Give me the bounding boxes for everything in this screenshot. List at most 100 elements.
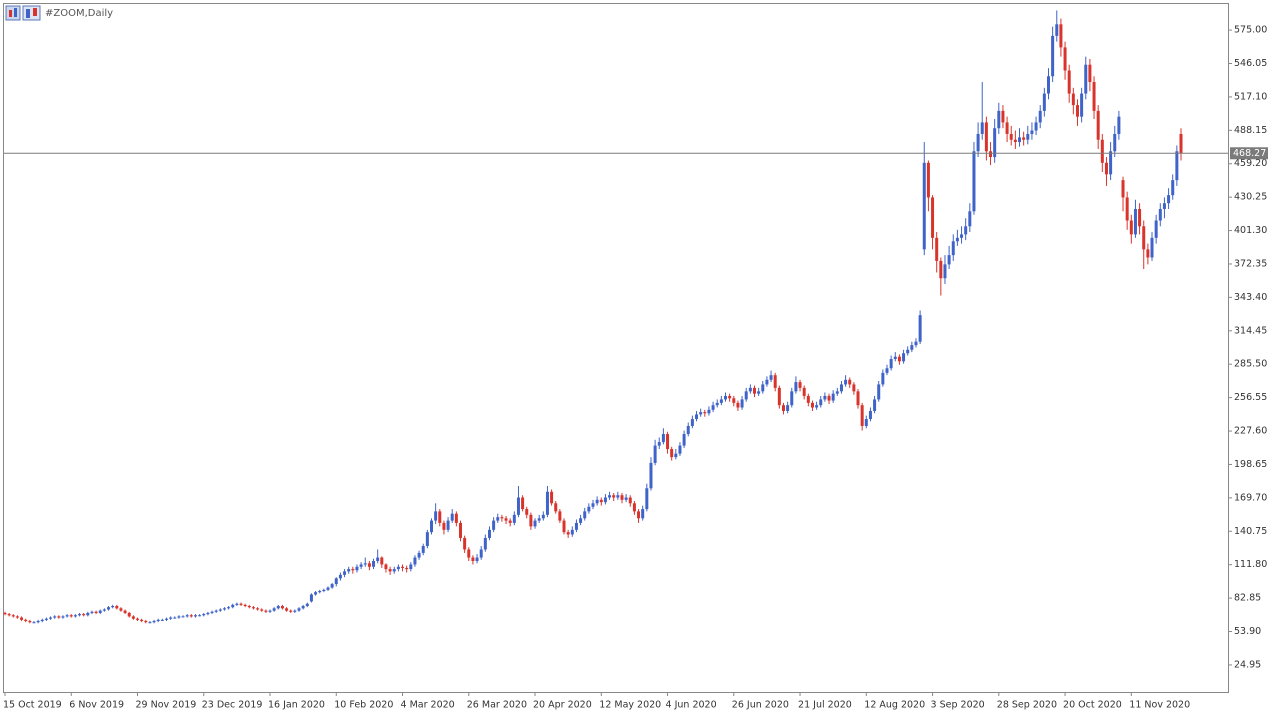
candle-body	[1071, 93, 1075, 106]
candle-body	[53, 616, 57, 618]
candle-body	[980, 122, 984, 134]
candle-body	[467, 549, 471, 558]
x-tick-label: 4 Jun 2020	[666, 700, 717, 711]
candle-body	[955, 237, 959, 242]
candle-body	[504, 518, 508, 521]
candle-body	[968, 211, 972, 227]
candle-body	[164, 618, 168, 620]
candle-body	[947, 255, 951, 265]
candle-body	[769, 375, 773, 380]
candle-body	[463, 537, 467, 550]
candle-body	[922, 162, 926, 250]
candle-body	[173, 617, 177, 619]
candle-body	[396, 566, 400, 570]
x-tick-label: 20 Apr 2020	[533, 700, 592, 711]
candle-body	[289, 610, 293, 612]
candle-body	[318, 591, 322, 593]
candle-body	[1125, 197, 1129, 221]
candle-body	[545, 491, 549, 515]
candle-body	[239, 603, 243, 605]
candle-body	[127, 612, 131, 617]
candle-body	[1154, 220, 1158, 238]
candle-body	[218, 609, 222, 611]
candle-body	[487, 529, 491, 538]
candle-body	[695, 414, 699, 420]
candle-body	[786, 405, 790, 411]
candle-body	[1138, 208, 1142, 227]
candle-body	[1146, 249, 1150, 258]
candle-body	[554, 503, 558, 512]
candle-body	[649, 462, 653, 489]
candle-body	[972, 151, 976, 212]
candle-body	[703, 412, 707, 414]
y-tick-label: 401.30	[1234, 225, 1267, 236]
candle-body	[430, 520, 434, 533]
chart-icon	[5, 5, 41, 21]
candle-body	[65, 615, 69, 617]
candle-body	[36, 621, 40, 623]
candle-body	[984, 122, 988, 152]
y-tick-label: 517.10	[1234, 91, 1267, 102]
candle-body	[541, 514, 545, 519]
candle-body	[86, 612, 90, 616]
candle-body	[666, 434, 670, 450]
candle-body	[471, 557, 475, 562]
candle-body	[914, 341, 918, 346]
candle-body	[587, 506, 591, 512]
candle-body	[1092, 82, 1096, 111]
candle-body	[123, 610, 127, 613]
candle-body	[500, 517, 504, 519]
candle-body	[752, 387, 756, 394]
x-tick-label: 28 Sep 2020	[997, 700, 1057, 711]
candle-body	[446, 520, 450, 530]
candle-body	[206, 612, 210, 615]
candle-body	[185, 615, 189, 617]
candle-body	[28, 621, 32, 623]
candle-body	[637, 511, 641, 519]
candle-body	[102, 609, 106, 611]
candle-body	[421, 545, 425, 553]
candle-body	[997, 110, 1001, 129]
candle-body	[140, 619, 144, 622]
candle-body	[392, 569, 396, 572]
candle-body	[326, 587, 330, 590]
x-tick-label: 29 Nov 2019	[136, 700, 197, 711]
candle-body	[699, 412, 703, 415]
candle-body	[1179, 133, 1183, 154]
candle-body	[442, 522, 446, 530]
candle-body	[525, 509, 529, 515]
candle-body	[305, 603, 309, 607]
x-tick-label: 12 May 2020	[599, 700, 661, 711]
candle-body	[1133, 208, 1137, 235]
candle-body	[1075, 105, 1079, 117]
x-tick-label: 21 Jul 2020	[798, 700, 852, 711]
candle-body	[516, 497, 520, 515]
candle-body	[641, 509, 645, 519]
candle-body	[409, 564, 413, 570]
candle-body	[7, 614, 11, 616]
candle-body	[1088, 64, 1092, 83]
candle-body	[376, 557, 380, 562]
x-tick-label: 6 Nov 2019	[69, 700, 124, 711]
candle-body	[657, 442, 661, 446]
candle-body	[193, 615, 197, 617]
candle-body	[711, 405, 715, 410]
candle-body	[1158, 208, 1162, 221]
candle-body	[562, 520, 566, 533]
y-tick-label: 575.00	[1234, 25, 1267, 36]
candle-body	[94, 611, 98, 613]
candle-body	[338, 574, 342, 579]
candle-body	[1109, 151, 1113, 175]
y-tick-label: 140.75	[1234, 526, 1267, 537]
y-tick-label: 227.60	[1234, 426, 1267, 437]
candle-body	[136, 618, 140, 620]
chart-title: #ZOOM,Daily	[45, 8, 113, 19]
candle-body	[405, 567, 409, 570]
x-tick-label: 23 Dec 2019	[202, 700, 263, 711]
candle-body	[330, 584, 334, 588]
candle-body	[550, 491, 554, 504]
candle-body	[1022, 137, 1026, 140]
candle-body	[881, 372, 885, 385]
